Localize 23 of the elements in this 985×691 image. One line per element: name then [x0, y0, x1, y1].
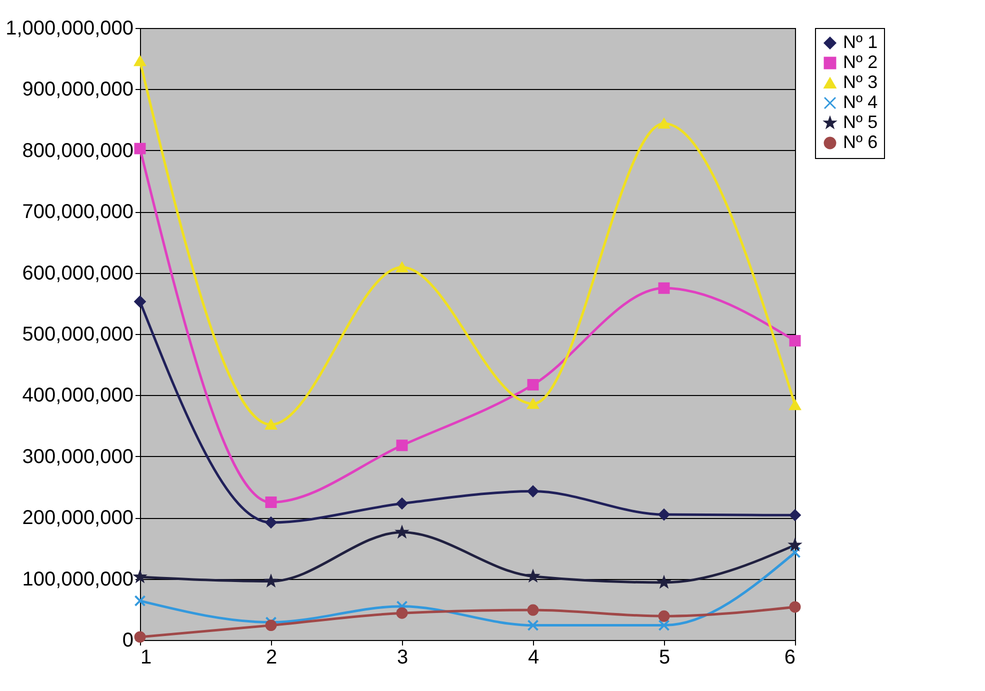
- y-tick-label: 0: [122, 630, 134, 652]
- y-tick-label: 600,000,000: [22, 262, 134, 284]
- y-tick-label: 500,000,000: [22, 324, 134, 346]
- legend-label: Nº 1: [843, 32, 878, 52]
- x-tick-label: 2: [266, 646, 278, 668]
- legend-label: Nº 4: [843, 92, 878, 112]
- y-tick-label: 100,000,000: [22, 568, 134, 590]
- legend-label: Nº 5: [843, 112, 878, 132]
- y-tick-label: 300,000,000: [22, 446, 134, 468]
- legend-label: Nº 3: [843, 72, 878, 92]
- y-tick-label: 400,000,000: [22, 384, 134, 407]
- x-tick-label: 5: [658, 646, 670, 668]
- y-tick-label: 200,000,000: [22, 507, 134, 530]
- x-tick-label: 3: [396, 646, 408, 668]
- legend-label: Nº 6: [843, 132, 878, 152]
- y-tick-label: 700,000,000: [22, 201, 134, 224]
- y-tick-label: 1,000,000,000: [6, 18, 134, 40]
- legend-label: Nº 2: [843, 52, 878, 72]
- x-tick-label: 4: [528, 646, 540, 668]
- y-tick-label: 900,000,000: [22, 78, 134, 101]
- y-tick-label: 800,000,000: [22, 140, 134, 162]
- x-tick-label: 1: [140, 646, 152, 668]
- x-tick-label: 6: [784, 646, 796, 668]
